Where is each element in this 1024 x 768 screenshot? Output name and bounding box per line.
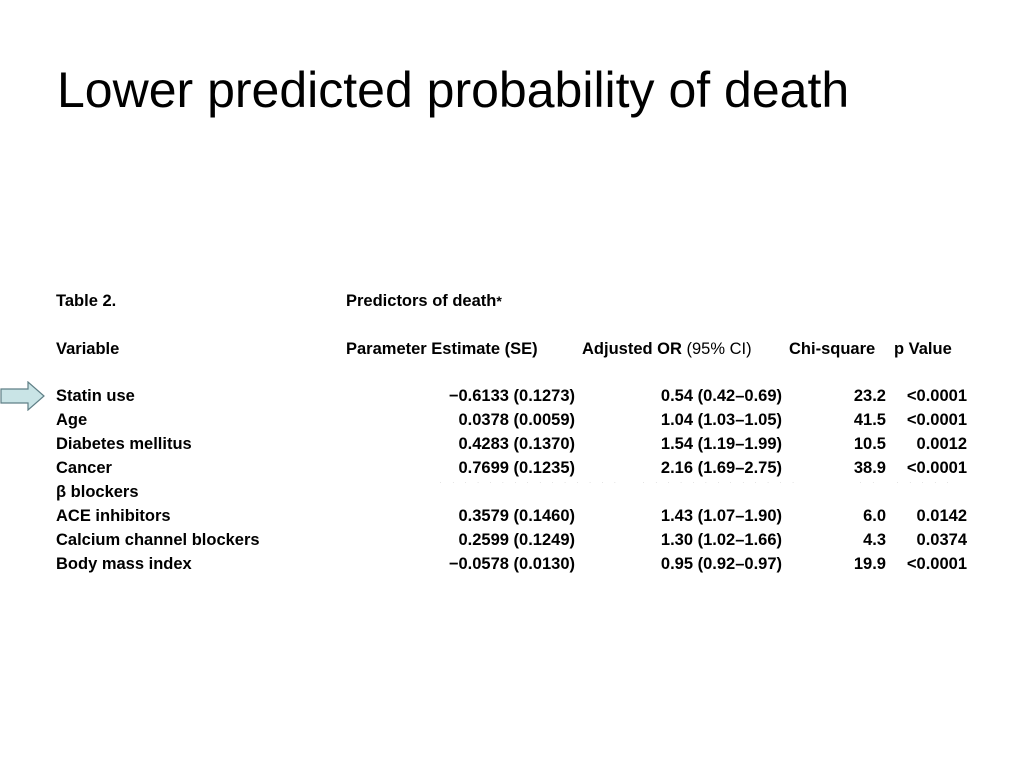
cell-variable: β blockers [56, 483, 139, 501]
table-caption: Table 2. Predictors of death* [0, 290, 1024, 312]
table-row: Diabetes mellitus 0.4283 (0.1370) 1.54 (1.… [0, 433, 1024, 455]
cell-parameter-estimate: 0.0378 (0.0059) [458, 411, 575, 429]
table-row: Statin use −0.6133 (0.1273) 0.54 (0.42–0.6… [0, 385, 1024, 407]
cell-adjusted-or: 0.54 (0.42–0.69) [660, 387, 782, 405]
cell-parameter-estimate: 0.4283 (0.1370) [458, 435, 575, 453]
cell-chi-square: 19.9 [853, 555, 886, 573]
table-caption-label: Table 2. [56, 292, 117, 310]
cell-variable: Statin use [56, 387, 135, 405]
cell-parameter-estimate: 0.7699 (0.1235) [458, 459, 575, 477]
cell-p-value: <0.0001 [906, 411, 967, 429]
header-chi-square: Chi-square [789, 340, 876, 358]
faint-dot-row: · · · · · · · · · · · · · · · [440, 480, 621, 485]
cell-chi-square: 38.9 [853, 459, 886, 477]
cell-p-value: <0.0001 [906, 387, 967, 405]
table-caption-title: Predictors of death* [346, 290, 502, 312]
header-p-value: p Value [894, 340, 952, 358]
cell-p-value: 0.0012 [916, 435, 967, 453]
header-adjusted-or-main: Adjusted OR [582, 340, 687, 358]
cell-parameter-estimate: −0.6133 (0.1273) [448, 387, 575, 405]
caption-asterisk: * [496, 293, 502, 309]
header-parameter-estimate: Parameter Estimate (SE) [346, 340, 538, 358]
cell-adjusted-or: 1.54 (1.19–1.99) [660, 435, 782, 453]
cell-chi-square: 41.5 [853, 411, 886, 429]
cell-variable: Age [56, 411, 88, 429]
faint-dot-row: · · · · · · · · · · · · · [643, 480, 799, 485]
cell-parameter-estimate: 0.2599 (0.1249) [458, 531, 575, 549]
table-row: Body mass index −0.0578 (0.0130) 0.95 (0.9… [0, 553, 1024, 575]
cell-p-value: <0.0001 [906, 555, 967, 573]
cell-variable: Body mass index [56, 555, 192, 573]
table-row: Calcium channel blockers 0.2599 (0.1249) 1… [0, 529, 1024, 551]
cell-adjusted-or: 0.95 (0.92–0.97) [660, 555, 782, 573]
slide-title: Lower predicted probability of death [57, 62, 850, 118]
cell-p-value: <0.0001 [906, 459, 967, 477]
cell-chi-square: 4.3 [863, 531, 886, 549]
cell-variable: Calcium channel blockers [56, 531, 260, 549]
table-row: Age 0.0378 (0.0059) 1.04 (1.03–1.05) 41.5 <0… [0, 409, 1024, 431]
cell-adjusted-or: 1.43 (1.07–1.90) [660, 507, 782, 525]
cell-parameter-estimate: 0.3579 (0.1460) [458, 507, 575, 525]
cell-variable: ACE inhibitors [56, 507, 171, 525]
table-row: ACE inhibitors 0.3579 (0.1460) 1.43 (1.07–… [0, 505, 1024, 527]
right-arrow-icon [0, 381, 45, 411]
cell-adjusted-or: 1.30 (1.02–1.66) [660, 531, 782, 549]
cell-variable: Cancer [56, 459, 112, 477]
table-row: Cancer 0.7699 (0.1235) 2.16 (1.69–2.75) 38.… [0, 457, 1024, 479]
cell-chi-square: 10.5 [853, 435, 886, 453]
cell-parameter-estimate: −0.0578 (0.0130) [448, 555, 575, 573]
cell-chi-square: 23.2 [853, 387, 886, 405]
cell-p-value: 0.0374 [916, 531, 967, 549]
cell-adjusted-or: 1.04 (1.03–1.05) [660, 411, 782, 429]
cell-chi-square: 6.0 [863, 507, 886, 525]
header-adjusted-or-ci: (95% CI) [686, 340, 752, 358]
cell-p-value: 0.0142 [916, 507, 967, 525]
faint-dot-row: · · · · · · · [860, 480, 954, 485]
table-row: β blockers [0, 481, 1024, 503]
caption-title-text: Predictors of death [346, 292, 497, 310]
header-variable: Variable [56, 340, 120, 358]
cell-variable: Diabetes mellitus [56, 435, 192, 453]
table-header-row: Variable Parameter Estimate (SE) Adjuste… [0, 338, 1024, 360]
cell-adjusted-or: 2.16 (1.69–2.75) [660, 459, 782, 477]
header-adjusted-or: Adjusted OR (95% CI) [582, 338, 752, 360]
